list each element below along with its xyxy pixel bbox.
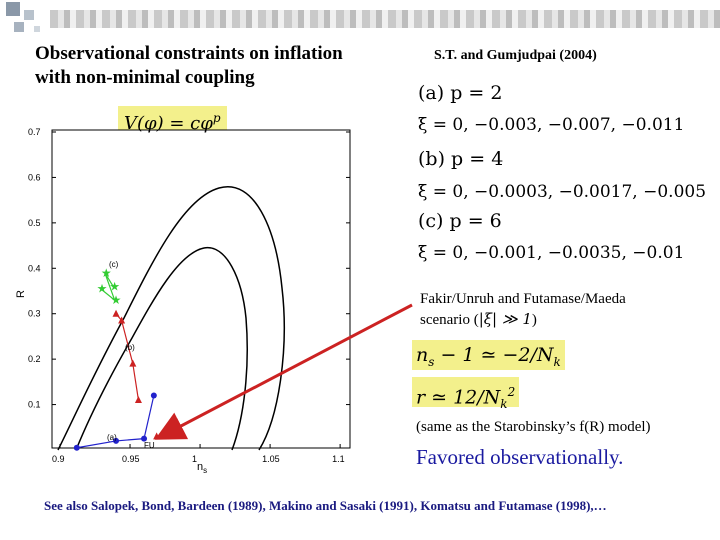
data-point [73,444,80,451]
series-line [76,395,155,449]
case-b-label: (b) p = 4 [418,148,504,170]
data-point [150,392,157,399]
x-tick-label: 0.9 [52,454,65,464]
starobinsky-note: (same as the Starobinsky’s f(R) model) [416,419,651,435]
fakir-scenario: Fakir/Unruh and Futamase/Maeda scenario … [420,291,626,328]
case-a-label: (a) p = 2 [418,82,503,104]
data-point: ★ [101,266,112,280]
favored-text: Favored observationally. [416,445,624,469]
case-a-xi: ξ = 0, −0.003, −0.007, −0.011 [418,115,685,135]
contour-outer [57,185,285,451]
y-tick-label: 0.6 [28,172,41,182]
x-axis-label: ns [197,461,207,473]
data-point: ★ [97,282,108,296]
corner-square-4 [34,26,40,32]
corner-square-2 [24,10,34,20]
data-point [134,396,142,404]
y-tick-label: 0.3 [28,309,41,319]
label-c: (c) [109,260,119,269]
x-tick-label: 0.95 [122,454,140,464]
scatter-plot: 0.9 0.95 1 1.05 1.10.10.20.30.40.50.60.7 ★★★… [15,127,351,473]
data-point: ★ [111,293,122,307]
footer-references: See also Salopek, Bond, Bardeen (1989), … [44,498,607,513]
data-point [112,309,120,317]
series-line [100,272,116,302]
series-line [115,313,140,401]
reference: S.T. and Gumjudpai (2004) [434,48,597,63]
y-axis-label: R [15,290,27,298]
data-point [118,316,126,324]
label-fu: FU [144,441,155,450]
y-tick-label: 0.7 [28,127,41,137]
y-tick-label: 0.4 [28,263,41,273]
label-b: (b) [125,343,135,352]
data-point [129,359,137,367]
r-equation: r ≃ 12/Nk2 [412,377,520,411]
corner-square-3 [14,22,24,32]
header-bar [50,10,720,28]
y-tick-label: 0.1 [28,400,41,410]
case-c-label: (c) p = 6 [418,210,502,232]
y-tick-label: 0.2 [28,354,41,364]
data-point [113,437,120,444]
case-c-xi: ξ = 0, −0.001, −0.0035, −0.01 [418,243,685,263]
potential-formula: V(φ) = cφp [118,106,227,134]
plot-frame [51,129,351,449]
data-point [141,435,148,442]
ns-equation: ns − 1 ≃ −2/Nk [412,340,565,370]
data-point: ★ [109,279,120,293]
x-tick-label: 1 [192,454,197,464]
fu-point [153,432,161,440]
corner-square-1 [6,2,20,16]
y-tick-label: 0.5 [28,218,41,228]
case-b-xi: ξ = 0, −0.0003, −0.0017, −0.005 [418,182,707,202]
slide-title: Observational constraints on inflation w… [35,43,343,88]
x-tick-label: 1.05 [262,454,280,464]
x-tick-label: 1.1 [332,454,345,464]
label-a: (a) [107,433,117,442]
